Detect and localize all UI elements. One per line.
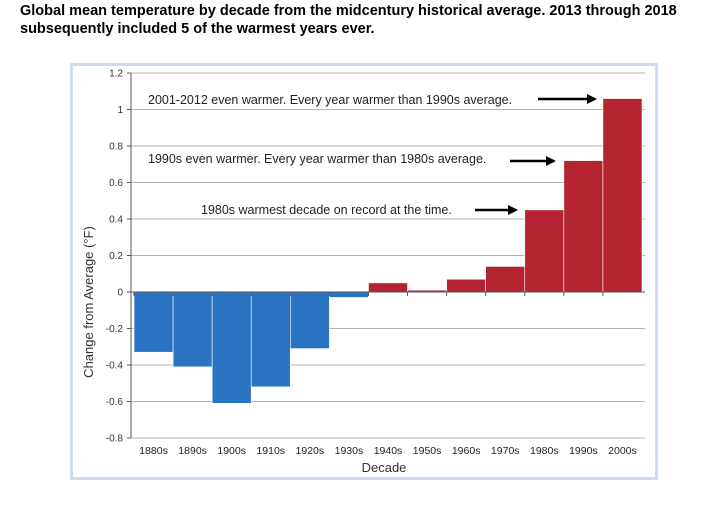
x-tick-label: 1880s: [139, 445, 168, 457]
x-tick-label: 1930s: [335, 445, 364, 457]
y-tick-label: 0: [117, 288, 123, 299]
x-tick-label: 1950s: [413, 445, 442, 457]
x-tick-label: 1970s: [491, 445, 520, 457]
bar-1960s: [446, 278, 486, 293]
y-tick-label: 0.2: [109, 251, 123, 262]
x-tick-label: 1990s: [569, 445, 598, 457]
annotations: 2001-2012 even warmer. Every year warmer…: [148, 93, 597, 217]
y-tick-label: 0.4: [109, 215, 123, 226]
y-tick-label: 0.8: [109, 142, 123, 153]
y-tick-label: -0.2: [106, 324, 124, 335]
x-tick-label: 1980s: [530, 445, 559, 457]
bar-2000s: [602, 98, 643, 293]
x-tick-label: 1910s: [256, 445, 285, 457]
axes: 1.2 1 0.8 0.6 0.4 0.2 0 -0.2 -0.4 -0.6 -0.8 1880s 18…: [106, 69, 645, 457]
y-tick-label: 1: [117, 105, 123, 116]
bar-1920s: [290, 291, 330, 349]
bar-1970s: [485, 266, 526, 293]
bars: [133, 98, 643, 404]
x-tick-label: 1960s: [452, 445, 481, 457]
y-tick-label: 1.2: [109, 69, 123, 80]
bar-1900s: [211, 291, 252, 404]
annotation-2000s: 2001-2012 even warmer. Every year warmer…: [148, 93, 512, 107]
bar-1940s: [368, 282, 408, 293]
annotation-1990s: 1990s even warmer. Every year warmer tha…: [148, 152, 486, 166]
y-tick-label: -0.8: [106, 434, 124, 445]
x-tick-label: 1900s: [217, 445, 246, 457]
y-tick-label: -0.6: [106, 397, 124, 408]
x-axis-label: Decade: [362, 460, 407, 475]
x-tick-label: 1890s: [178, 445, 207, 457]
y-tick-label: 0.6: [109, 178, 123, 189]
bar-1990s: [563, 160, 604, 293]
x-tick-label: 1920s: [296, 445, 325, 457]
y-axis-label: Change from Average (°F): [81, 226, 96, 378]
bar-1930s: [329, 291, 369, 298]
bar-1910s: [250, 291, 291, 388]
x-tick-label: 1940s: [374, 445, 403, 457]
y-tick-label: -0.4: [106, 361, 124, 372]
chart-caption: Global mean temperature by decade from t…: [20, 3, 677, 37]
bar-1890s: [172, 291, 213, 368]
annotation-1980s: 1980s warmest decade on record at the ti…: [201, 203, 452, 217]
x-tick-label: 2000s: [608, 445, 637, 457]
bar-1880s: [133, 291, 174, 353]
bar-1980s: [524, 209, 565, 293]
